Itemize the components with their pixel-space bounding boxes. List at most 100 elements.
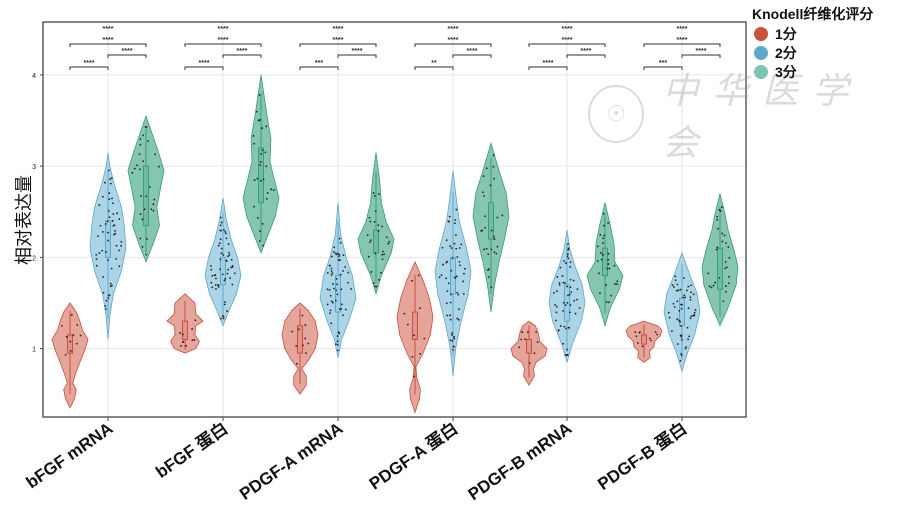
data-point [182, 340, 185, 343]
data-point [564, 262, 567, 265]
data-point [562, 342, 564, 345]
data-point [373, 220, 376, 223]
data-point [596, 260, 599, 262]
data-point [458, 308, 460, 311]
data-point [378, 193, 380, 196]
data-point [333, 246, 336, 249]
data-point [608, 267, 611, 270]
data-point [518, 346, 521, 349]
data-point [295, 345, 298, 347]
data-point [224, 230, 227, 233]
data-point [211, 286, 214, 289]
data-point [463, 267, 466, 270]
data-point [450, 334, 453, 336]
data-point [490, 248, 493, 251]
data-point [716, 218, 719, 221]
data-point [676, 283, 679, 286]
data-point [141, 218, 144, 221]
significance-bracket [452, 54, 492, 58]
data-point [338, 255, 340, 258]
data-point [727, 246, 730, 248]
violin-box [182, 320, 188, 340]
data-point [482, 175, 485, 178]
data-point [562, 309, 564, 312]
data-point [448, 215, 451, 218]
data-point [721, 206, 723, 209]
data-point [219, 258, 222, 261]
significance-bracket [299, 43, 377, 47]
data-point [453, 276, 456, 279]
data-point [482, 191, 484, 194]
data-point [423, 337, 426, 340]
data-point [638, 331, 641, 334]
data-point [411, 279, 413, 282]
data-point [120, 240, 123, 243]
data-point [440, 274, 443, 277]
data-point [330, 322, 333, 325]
legend-label: 3分 [775, 63, 797, 80]
data-point [602, 242, 604, 245]
data-point [69, 340, 72, 343]
data-point [614, 283, 616, 285]
data-point [194, 319, 197, 322]
data-point [214, 284, 217, 286]
data-point [79, 334, 82, 337]
data-point [370, 271, 373, 273]
data-point [368, 241, 371, 244]
data-point [111, 197, 113, 200]
data-point [99, 224, 102, 227]
data-point [374, 210, 377, 213]
data-point [339, 273, 342, 276]
data-point [219, 268, 221, 271]
data-point [487, 276, 490, 278]
data-point [307, 342, 310, 345]
data-point [557, 329, 560, 332]
data-point [566, 285, 568, 288]
data-point [690, 284, 692, 287]
violin-box [373, 229, 379, 254]
data-point [598, 272, 600, 275]
data-point [602, 212, 605, 215]
data-point [191, 328, 194, 330]
data-point [373, 194, 376, 197]
data-point [258, 94, 261, 96]
data-point [528, 362, 531, 365]
data-point [558, 284, 561, 286]
data-point [337, 252, 339, 255]
legend-label: 2分 [775, 44, 797, 61]
data-point [219, 229, 222, 232]
data-point [105, 308, 107, 310]
data-point [98, 252, 101, 254]
data-point [690, 291, 692, 294]
data-point [567, 257, 570, 260]
data-point [722, 300, 725, 303]
significance-bracket [184, 66, 224, 70]
data-point [725, 266, 728, 269]
significance-bracket [299, 66, 339, 70]
data-point [679, 334, 682, 337]
data-point [107, 231, 110, 234]
data-point [342, 270, 344, 272]
data-point [693, 314, 696, 316]
data-point [566, 253, 569, 256]
data-point [457, 318, 460, 321]
significance-label-overall: **** [448, 26, 459, 33]
data-point [150, 208, 153, 211]
data-point [222, 317, 225, 320]
data-point [599, 251, 602, 254]
data-point [224, 232, 227, 235]
data-point [330, 267, 333, 270]
data-point [524, 338, 527, 341]
y-tick-label: 3 [32, 164, 36, 171]
data-point [139, 168, 141, 171]
data-point [210, 281, 213, 284]
data-point [520, 338, 523, 341]
data-point [455, 234, 457, 237]
data-point [332, 283, 334, 285]
significance-bracket [414, 66, 454, 70]
data-point [139, 237, 142, 240]
data-point [449, 245, 451, 248]
data-point [687, 338, 690, 341]
data-point [453, 335, 455, 338]
data-point [412, 375, 415, 378]
